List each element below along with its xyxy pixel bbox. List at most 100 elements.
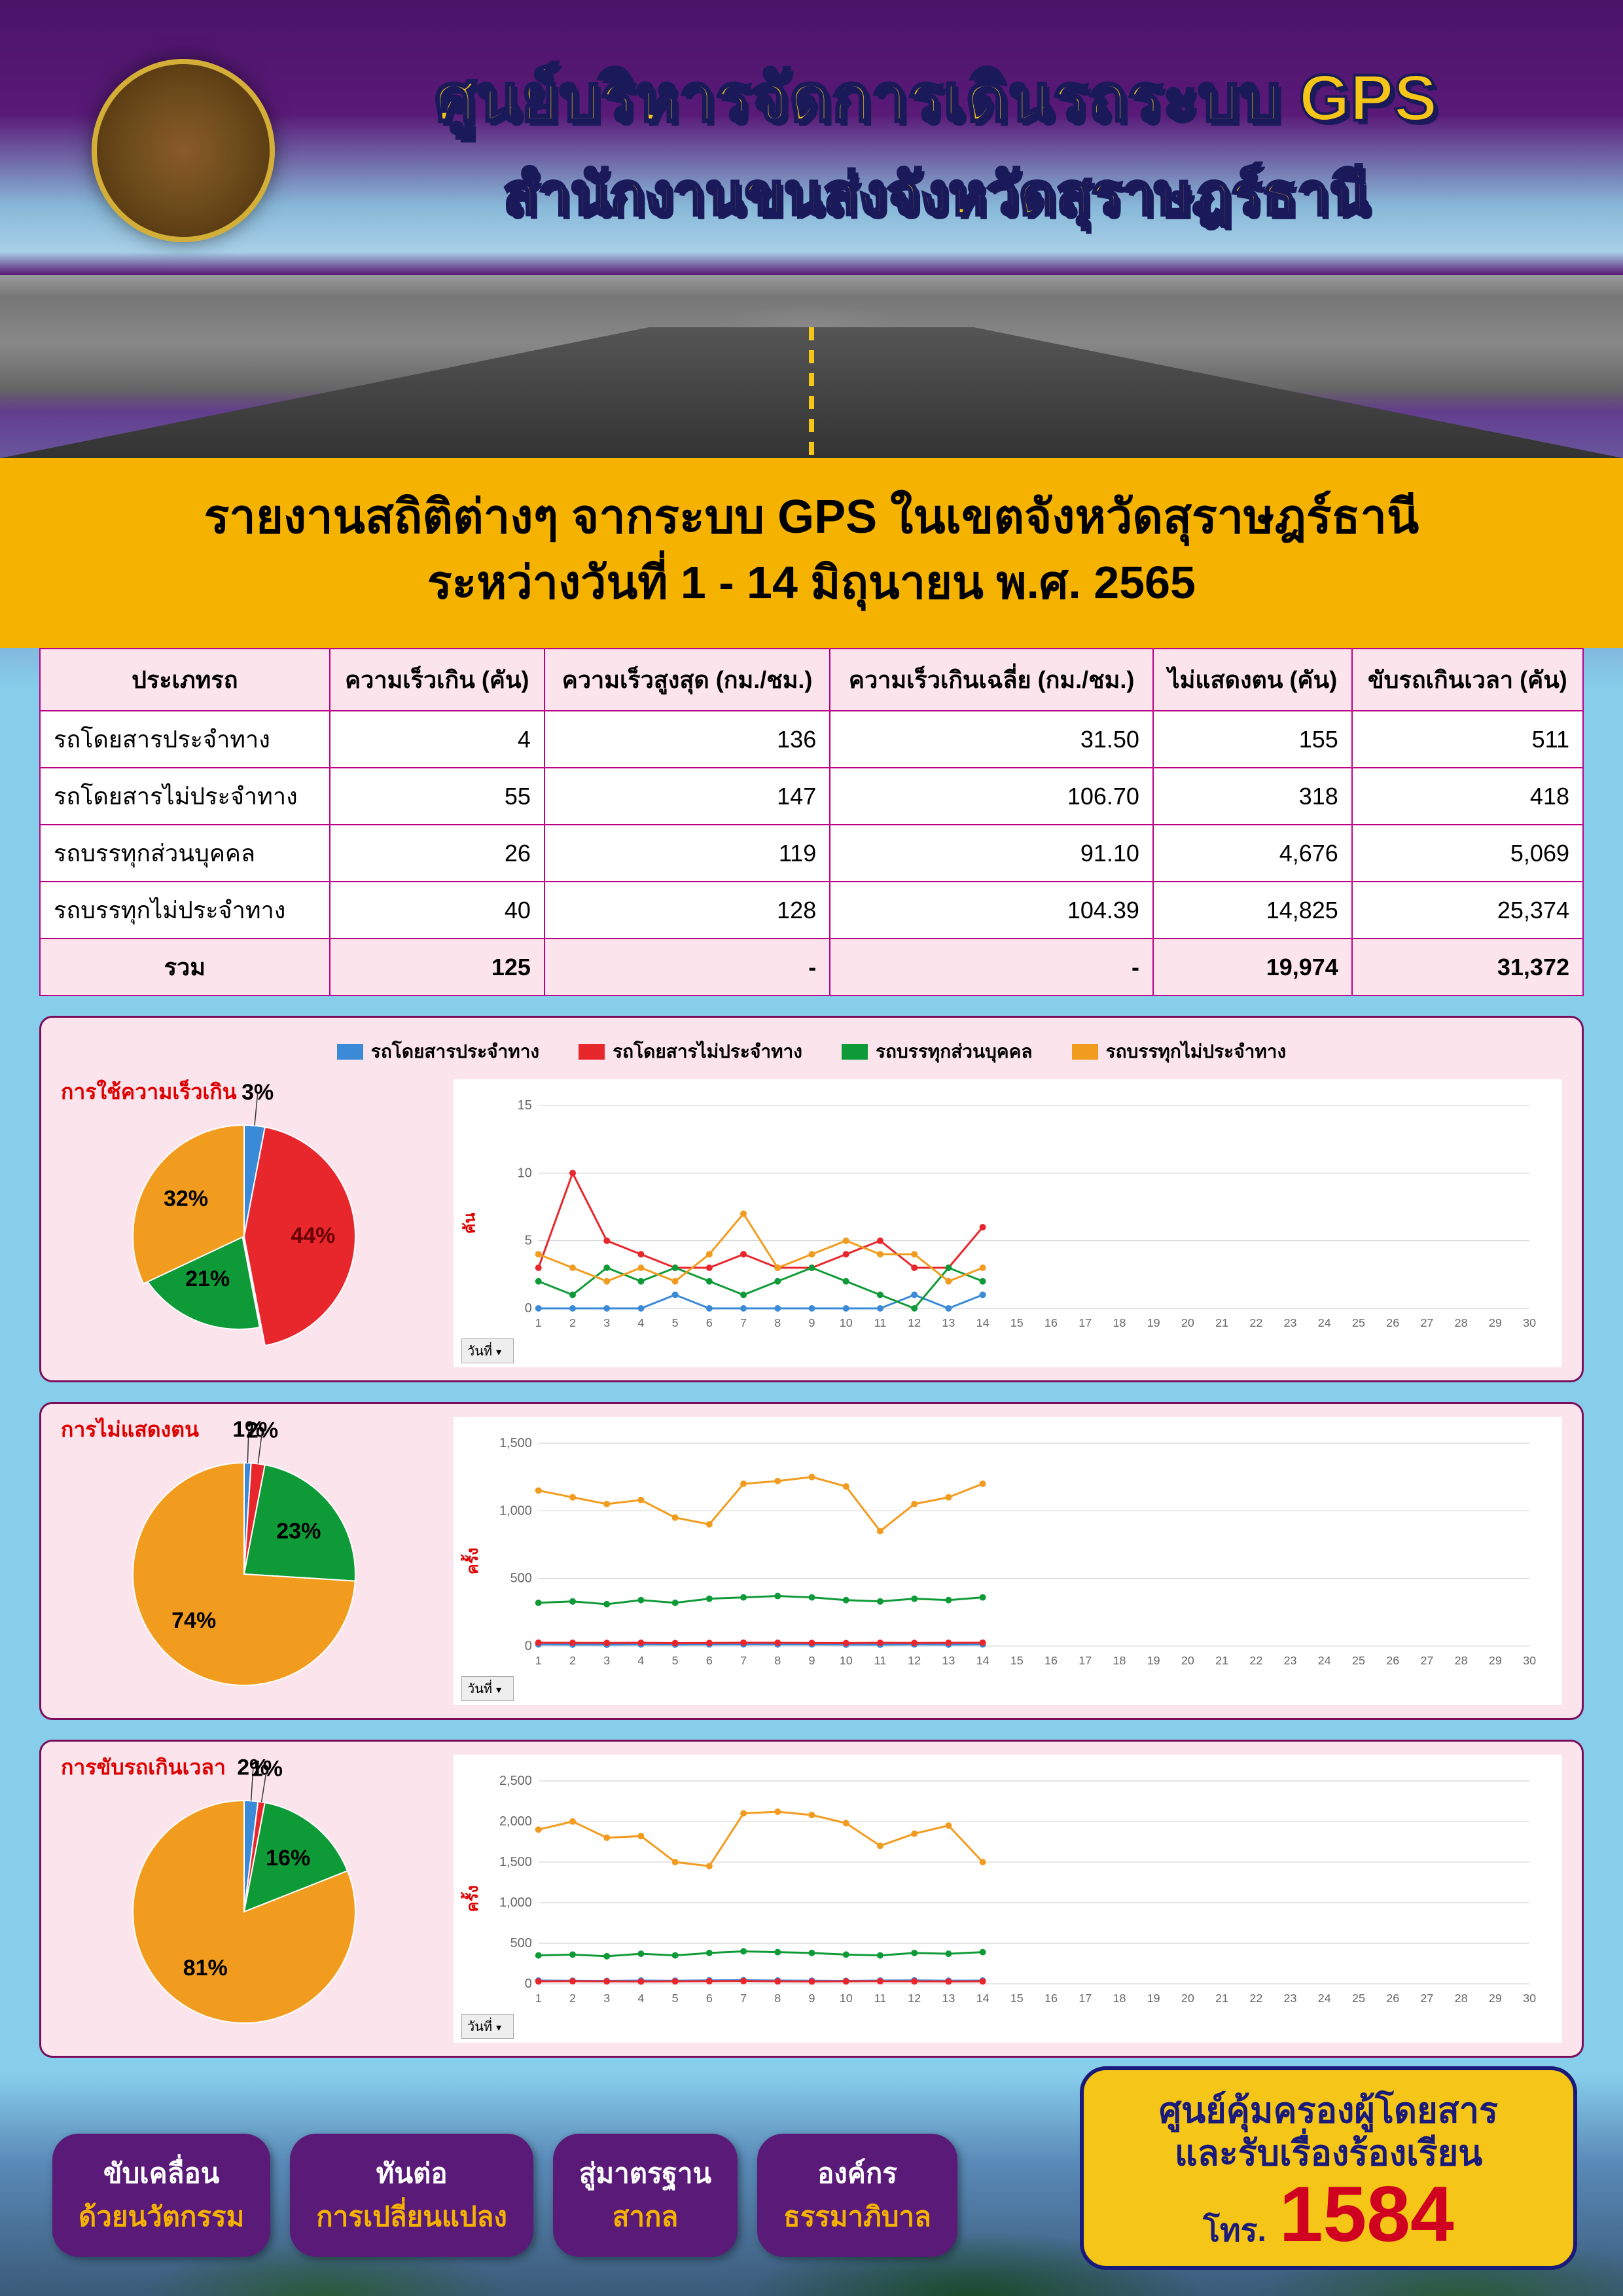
svg-text:28: 28	[1455, 1654, 1468, 1667]
table-total-label: รวม	[40, 939, 330, 996]
svg-text:5: 5	[672, 1316, 679, 1329]
hotline-number: 1584	[1279, 2175, 1454, 2253]
svg-text:16: 16	[1044, 1316, 1058, 1329]
panel1-y-title: คัน	[457, 1213, 482, 1234]
header-titles: ศูนย์บริหารจัดการเดินรถระบบ GPS สำนักงาน…	[288, 59, 1584, 232]
pie-label: 21%	[185, 1266, 230, 1291]
svg-text:16: 16	[1044, 1654, 1058, 1667]
x-dropdown[interactable]: วันที่	[461, 1338, 514, 1363]
svg-text:7: 7	[740, 1992, 747, 2005]
svg-text:9: 9	[809, 1316, 815, 1329]
table-cell: 14,825	[1153, 882, 1352, 939]
legend-swatch	[579, 1044, 605, 1060]
svg-text:25: 25	[1352, 1316, 1365, 1329]
svg-text:15: 15	[518, 1098, 532, 1113]
chart-panel-speed: รถโดยสารประจำทาง รถโดยสารไม่ประจำทาง รถบรร…	[39, 1016, 1584, 1382]
pill-line2: การเปลี่ยนแปลง	[316, 2195, 507, 2238]
pill-line1: องค์กร	[783, 2152, 931, 2195]
svg-text:18: 18	[1113, 1992, 1126, 2005]
svg-text:15: 15	[1010, 1654, 1024, 1667]
svg-text:16: 16	[1044, 1992, 1058, 2005]
table-col-4: ไม่แสดงตน (คัน)	[1153, 649, 1352, 711]
main-content: ประเภทรถความเร็วเกิน (คัน)ความเร็วสูงสุด…	[39, 648, 1584, 2058]
svg-text:10: 10	[840, 1654, 853, 1667]
svg-text:15: 15	[1010, 1316, 1024, 1329]
legend-label: รถโดยสารประจำทาง	[371, 1037, 539, 1066]
table-cell: 26	[330, 825, 544, 882]
svg-text:2: 2	[569, 1992, 576, 2005]
pie-label: 23%	[276, 1518, 321, 1543]
table-cell: 31.50	[830, 711, 1153, 768]
panel3-y-title: ครั้ง	[459, 1886, 485, 1912]
table-cell: 147	[544, 768, 830, 825]
svg-text:18: 18	[1113, 1654, 1126, 1667]
panel3-pie: 2%1%16%81%	[61, 1755, 427, 2043]
svg-text:11: 11	[874, 1654, 887, 1667]
svg-text:13: 13	[942, 1316, 955, 1329]
svg-text:4: 4	[637, 1316, 644, 1329]
pill-line1: ทันต่อ	[316, 2152, 507, 2195]
table-col-5: ขับรถเกินเวลา (คัน)	[1352, 649, 1583, 711]
svg-text:19: 19	[1147, 1992, 1160, 2005]
road-graphic	[0, 327, 1623, 458]
svg-text:21: 21	[1215, 1654, 1228, 1667]
table-cell: 136	[544, 711, 830, 768]
pie-label: 32%	[164, 1187, 208, 1211]
svg-text:26: 26	[1386, 1654, 1399, 1667]
svg-text:10: 10	[840, 1992, 853, 2005]
footer-pill: ขับเคลื่อนด้วยนวัตกรรม	[52, 2134, 270, 2257]
svg-text:0: 0	[525, 1977, 532, 1991]
legend-item: รถโดยสารประจำทาง	[337, 1037, 539, 1066]
svg-text:1,000: 1,000	[499, 1503, 532, 1518]
legend-row: รถโดยสารประจำทาง รถโดยสารไม่ประจำทาง รถบรร…	[61, 1031, 1562, 1079]
svg-text:29: 29	[1489, 1992, 1502, 2005]
svg-text:10: 10	[840, 1316, 853, 1329]
svg-text:9: 9	[809, 1654, 815, 1667]
svg-text:25: 25	[1352, 1654, 1365, 1667]
pill-line2: สากล	[579, 2195, 711, 2238]
svg-text:1: 1	[535, 1654, 542, 1667]
x-dropdown[interactable]: วันที่	[461, 2014, 514, 2039]
svg-text:3: 3	[603, 1316, 610, 1329]
table-cell: 106.70	[830, 768, 1153, 825]
svg-text:12: 12	[908, 1654, 921, 1667]
svg-text:17: 17	[1079, 1654, 1092, 1667]
panel2-y-title: ครั้ง	[459, 1548, 485, 1575]
panel1-pie: 3%44%21%32%	[61, 1079, 427, 1367]
pie-label: 2%	[246, 1418, 278, 1443]
x-dropdown[interactable]: วันที่	[461, 1676, 514, 1701]
svg-text:23: 23	[1284, 1316, 1297, 1329]
report-title-line1: รายงานสถิติต่างๆ จากระบบ GPS ในเขตจังหวั…	[39, 484, 1584, 550]
table-cell: 104.39	[830, 882, 1153, 939]
svg-text:2,500: 2,500	[499, 1774, 532, 1788]
pie-label: 81%	[183, 1956, 228, 1981]
legend-swatch	[1072, 1044, 1098, 1060]
svg-text:3: 3	[603, 1654, 610, 1667]
table-cell: 119	[544, 825, 830, 882]
svg-text:4: 4	[637, 1992, 644, 2005]
hotline-tel-label: โทร.	[1203, 2206, 1266, 2255]
report-title-line2: ระหว่างวันที่ 1 - 14 มิถุนายน พ.ศ. 2565	[39, 550, 1584, 615]
svg-text:5: 5	[672, 1992, 679, 2005]
svg-text:23: 23	[1284, 1654, 1297, 1667]
svg-text:4: 4	[637, 1654, 644, 1667]
svg-text:30: 30	[1523, 1992, 1536, 2005]
legend-label: รถบรรทุกส่วนบุคคล	[876, 1037, 1033, 1066]
svg-text:8: 8	[774, 1992, 781, 2005]
panel3-line: ครั้ง 05001,0001,5002,0002,5001234567891…	[454, 1755, 1562, 2043]
svg-text:17: 17	[1079, 1316, 1092, 1329]
svg-text:18: 18	[1113, 1316, 1126, 1329]
table-total-cell: -	[544, 939, 830, 996]
pie-label: 16%	[266, 1846, 310, 1871]
svg-text:14: 14	[976, 1654, 990, 1667]
table-col-3: ความเร็วเกินเฉลี่ย (กม./ชม.)	[830, 649, 1153, 711]
svg-text:19: 19	[1147, 1654, 1160, 1667]
legend-swatch	[842, 1044, 868, 1060]
table-col-0: ประเภทรถ	[40, 649, 330, 711]
table-cell: 128	[544, 882, 830, 939]
svg-text:29: 29	[1489, 1654, 1502, 1667]
legend-item: รถโดยสารไม่ประจำทาง	[579, 1037, 802, 1066]
pie-label: 74%	[171, 1608, 216, 1633]
stats-table: ประเภทรถความเร็วเกิน (คัน)ความเร็วสูงสุด…	[39, 648, 1584, 996]
svg-text:27: 27	[1420, 1654, 1433, 1667]
